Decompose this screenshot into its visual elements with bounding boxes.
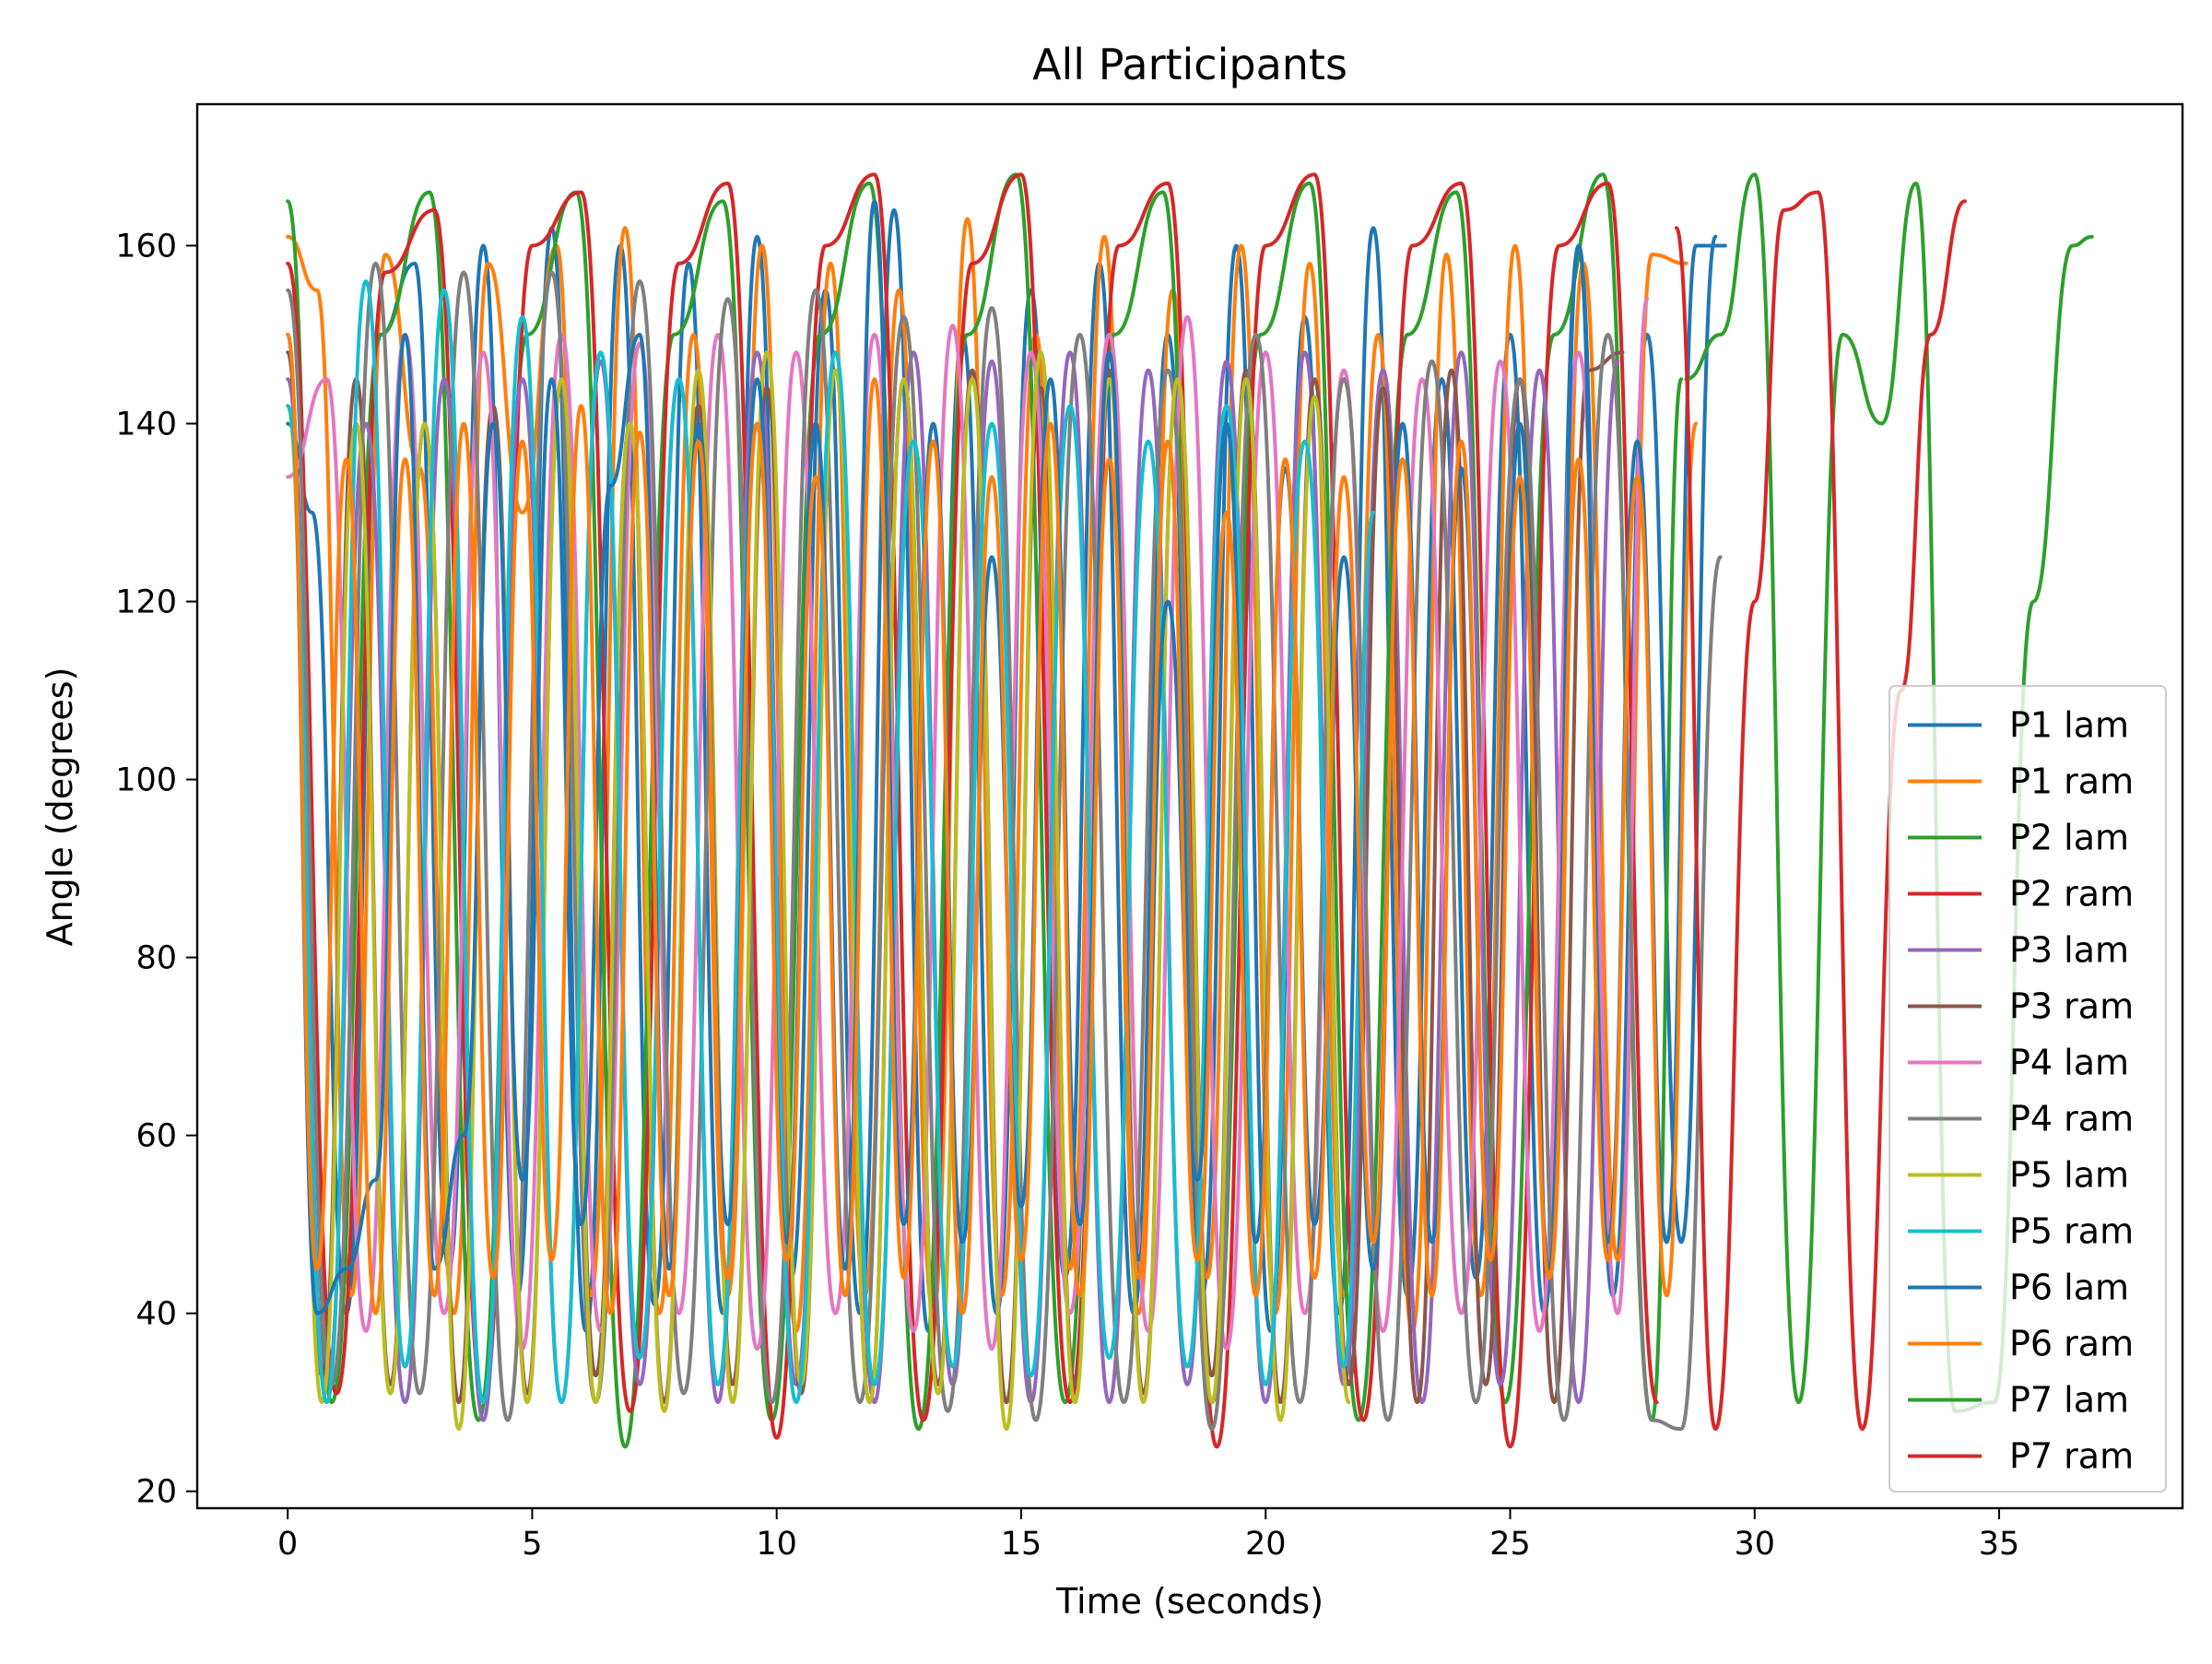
x-tick-label: 15 bbox=[1001, 1526, 1042, 1563]
y-axis-label: Angle (degrees) bbox=[40, 667, 80, 947]
y-axis: 20 40 60 80 100 120 140 160 bbox=[115, 228, 197, 1511]
legend-label: P3 ram bbox=[2009, 986, 2134, 1027]
series-line-p6-ram bbox=[286, 333, 1699, 1316]
x-axis: 0 5 10 15 20 25 30 35 bbox=[277, 1508, 2019, 1563]
x-tick-label: 10 bbox=[756, 1526, 797, 1563]
legend: P1 lam P1 ram P2 lam P2 ram P3 lam P3 ram P4 l… bbox=[1888, 685, 2167, 1493]
y-tick-label: 20 bbox=[135, 1474, 177, 1511]
legend-label: P3 lam bbox=[2009, 930, 2129, 971]
legend-label: P7 lam bbox=[2009, 1380, 2129, 1421]
legend-label: P1 ram bbox=[2009, 761, 2134, 802]
legend-label: P1 lam bbox=[2009, 705, 2129, 746]
x-tick-label: 25 bbox=[1489, 1526, 1531, 1563]
legend-label: P4 lam bbox=[2009, 1043, 2129, 1083]
plot-frame bbox=[195, 102, 2184, 1510]
legend-label: P2 lam bbox=[2009, 818, 2129, 858]
x-tick-label: 30 bbox=[1735, 1526, 1776, 1563]
y-tick-label: 40 bbox=[135, 1296, 177, 1333]
legend-label: P5 lam bbox=[2009, 1155, 2129, 1196]
x-tick-label: 5 bbox=[522, 1526, 542, 1563]
y-tick-label: 80 bbox=[135, 940, 177, 977]
x-tick-label: 35 bbox=[1979, 1526, 2020, 1563]
y-tick-label: 160 bbox=[115, 228, 177, 265]
legend-label: P6 lam bbox=[2009, 1268, 2129, 1308]
series-line-p4-ram bbox=[286, 261, 1723, 1432]
legend-label: P4 ram bbox=[2009, 1099, 2134, 1139]
y-tick-label: 100 bbox=[115, 762, 177, 799]
y-tick-label: 60 bbox=[135, 1118, 177, 1155]
x-tick-label: 20 bbox=[1245, 1526, 1287, 1563]
series-line-p7-ram bbox=[1674, 190, 1967, 1432]
x-tick-label: 0 bbox=[277, 1526, 298, 1563]
series-line-p4-lam bbox=[286, 297, 1650, 1351]
chart-title: All Participants bbox=[1032, 40, 1347, 89]
legend-label: P5 ram bbox=[2009, 1211, 2134, 1252]
y-tick-label: 140 bbox=[115, 406, 177, 443]
x-axis-label: Time (seconds) bbox=[1055, 1581, 1324, 1622]
legend-label: P6 ram bbox=[2009, 1324, 2134, 1364]
y-tick-label: 120 bbox=[115, 584, 177, 621]
legend-box bbox=[1888, 685, 2167, 1493]
legend-label: P7 ram bbox=[2009, 1436, 2134, 1477]
legend-label: P2 ram bbox=[2009, 874, 2134, 915]
